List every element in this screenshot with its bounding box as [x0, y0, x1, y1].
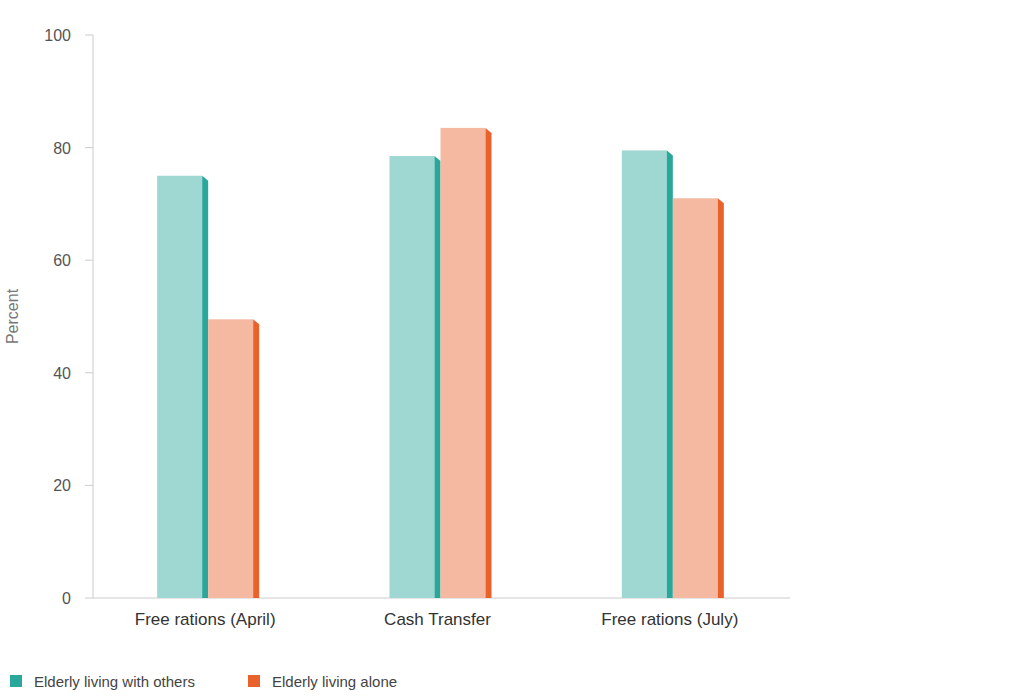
y-axis-label: Percent: [4, 288, 21, 344]
bar-side: [435, 156, 441, 598]
bar: [441, 128, 492, 598]
bar-face: [390, 156, 435, 598]
bar: [157, 176, 208, 598]
y-tick-label: 0: [62, 590, 71, 607]
bar: [622, 150, 673, 598]
y-tick-label: 20: [53, 477, 71, 494]
bar-face: [622, 150, 667, 598]
bar-side: [718, 198, 724, 598]
y-tick-label: 80: [53, 140, 71, 157]
chart: 0 20 40 60 80 100 Percent Free rations (April) C…: [0, 0, 1018, 700]
bar-face: [157, 176, 202, 598]
y-tick: [85, 372, 93, 373]
x-tick-label: Free rations (April): [135, 610, 276, 629]
legend-label: Elderly living alone: [272, 673, 397, 690]
bar: [390, 156, 441, 598]
y-tick-label: 60: [53, 252, 71, 269]
bar-side: [253, 319, 259, 598]
y-tick: [85, 485, 93, 486]
bar-side: [667, 150, 673, 598]
legend-label: Elderly living with others: [34, 673, 195, 690]
y-tick: [85, 598, 93, 599]
legend: Elderly living with others Elderly living…: [10, 673, 397, 690]
bar: [673, 198, 724, 598]
bar-face: [208, 319, 253, 598]
bar-side: [486, 128, 492, 598]
y-tick: [85, 35, 93, 36]
y-tick: [85, 260, 93, 261]
y-axis-line: [93, 35, 94, 598]
legend-swatch: [10, 675, 22, 687]
bars: [157, 128, 724, 598]
y-tick-label: 40: [53, 365, 71, 382]
x-tick-label: Free rations (July): [601, 610, 738, 629]
y-tick-label: 100: [44, 27, 71, 44]
y-tick: [85, 147, 93, 148]
bar-face: [673, 198, 718, 598]
bar-side: [202, 176, 208, 598]
bar-face: [441, 128, 486, 598]
bar: [208, 319, 259, 598]
x-tick-label: Cash Transfer: [384, 610, 491, 629]
legend-swatch: [248, 675, 260, 687]
